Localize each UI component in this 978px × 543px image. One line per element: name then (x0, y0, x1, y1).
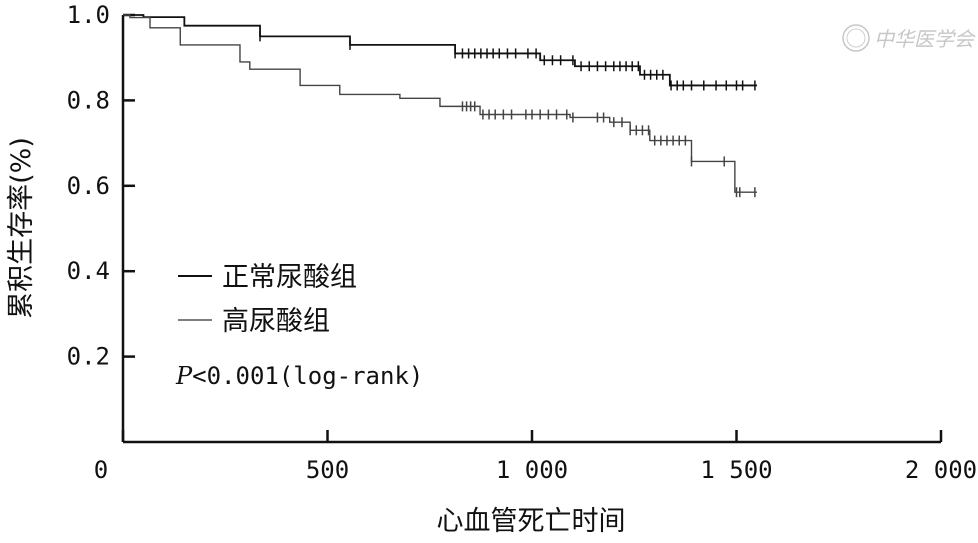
y-axis-label: 累积生存率(%) (6, 137, 37, 319)
survival-curves (123, 14, 757, 198)
x-tick-label: 1 500 (700, 456, 772, 484)
x-tick-label: 1 000 (496, 456, 568, 484)
axes: 0 500 1 000 1 500 2 000 0.2 0.4 0.6 0.8 1.0 (67, 1, 977, 484)
x-tick-label: 0 (94, 456, 108, 484)
svg-text:中华医学会: 中华医学会 (874, 27, 976, 51)
p-value-annotation: P<0.001(log-rank) (175, 362, 423, 390)
y-tick-label: 0.8 (67, 86, 110, 114)
survival-curve-normal (123, 14, 757, 87)
x-tick-label: 500 (306, 456, 349, 484)
legend-label-normal: 正常尿酸组 (222, 262, 357, 293)
survival-curve-high (123, 14, 757, 193)
x-axis-label: 心血管死亡时间 (437, 506, 626, 537)
legend: 正常尿酸组 高尿酸组 (178, 262, 357, 337)
y-tick-label: 0.4 (67, 257, 110, 285)
y-tick-label: 0.2 (67, 343, 110, 371)
x-tick-label: 2 000 (905, 456, 977, 484)
p-symbol: P (175, 362, 193, 390)
y-tick-label: 0.6 (67, 172, 110, 200)
y-tick-label: 1.0 (67, 1, 110, 29)
watermark-logo: 中华医学会 (842, 24, 976, 52)
legend-label-high: 高尿酸组 (222, 306, 330, 337)
p-value-text: <0.001(log-rank) (192, 362, 423, 390)
